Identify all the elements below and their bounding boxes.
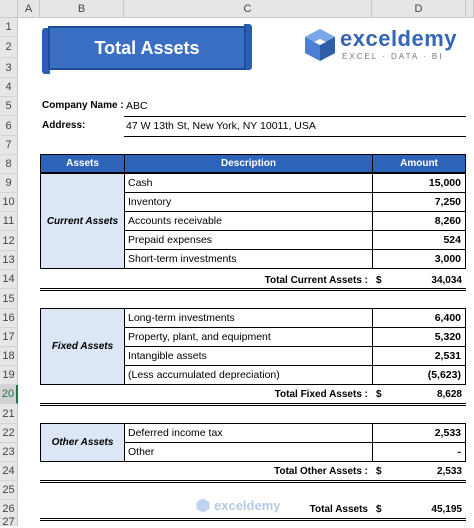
exceldemy-logo: exceldemy EXCEL · DATA · BI [304, 26, 464, 66]
item-amount[interactable]: 3,000 [372, 249, 466, 269]
title-banner: Total Assets [42, 24, 252, 74]
company-name-label: Company Name : [42, 100, 124, 111]
total-other-currency: $ [376, 465, 382, 477]
item-description[interactable]: Prepaid expenses [124, 230, 373, 250]
row-header[interactable]: 26 [0, 500, 18, 519]
row-header[interactable]: 25 [0, 481, 18, 500]
logo-tagline: EXCEL · DATA · BI [342, 52, 444, 61]
row-header[interactable]: 2 [0, 37, 18, 58]
column-header-b[interactable]: B [40, 0, 124, 18]
logo-cube-icon [305, 29, 335, 61]
row-header[interactable]: 16 [0, 309, 18, 328]
row-header[interactable]: 5 [0, 97, 18, 116]
row-header[interactable]: 13 [0, 251, 18, 270]
row-header[interactable]: 24 [0, 462, 18, 481]
total-fixed-currency: $ [376, 388, 382, 400]
address-value[interactable]: 47 W 13th St, New York, NY 10011, USA [126, 120, 316, 132]
column-header-c[interactable]: C [124, 0, 372, 18]
grand-total-label: Total Assets [309, 503, 368, 515]
row-header[interactable]: 10 [0, 193, 18, 212]
item-description[interactable]: Property, plant, and equipment [124, 327, 373, 347]
row-header[interactable]: 20 [0, 385, 18, 404]
row-header[interactable]: 6 [0, 116, 18, 136]
item-amount[interactable]: 15,000 [372, 173, 466, 193]
header-description: Description [124, 154, 373, 173]
row-header[interactable]: 9 [0, 174, 18, 193]
header-assets: Assets [40, 154, 125, 173]
item-description[interactable]: Inventory [124, 192, 373, 212]
item-description[interactable]: Deferred income tax [124, 423, 373, 443]
row-header[interactable]: 27 [0, 517, 18, 528]
column-header-e[interactable] [466, 0, 474, 18]
double-rule [40, 403, 466, 406]
row-header[interactable]: 18 [0, 347, 18, 366]
item-amount[interactable]: 7,250 [372, 192, 466, 212]
item-description[interactable]: Cash [124, 173, 373, 193]
item-description[interactable]: (Less accumulated depreciation) [124, 365, 373, 385]
item-description[interactable]: Other [124, 442, 373, 462]
total-fixed-label: Total Fixed Assets : [274, 388, 368, 400]
item-amount[interactable]: 524 [372, 230, 466, 250]
row-header[interactable]: 23 [0, 443, 18, 462]
total-other-label: Total Other Assets : [274, 465, 368, 477]
row-header[interactable]: 8 [0, 155, 18, 174]
item-amount[interactable]: 2,533 [372, 423, 466, 443]
company-name-value[interactable]: ABC [126, 100, 148, 112]
logo-name: exceldemy [340, 26, 458, 51]
grand-total-value[interactable]: 45,195 [431, 503, 462, 515]
category-current-assets: Current Assets [40, 173, 125, 269]
category-fixed-assets: Fixed Assets [40, 308, 125, 385]
select-all-corner[interactable] [0, 0, 18, 18]
item-amount[interactable]: 8,260 [372, 211, 466, 231]
total-current-value[interactable]: 34,034 [431, 274, 462, 286]
watermark-cube-icon [196, 498, 210, 513]
grand-total-currency: $ [376, 503, 382, 515]
total-current-currency: $ [376, 274, 382, 286]
row-header[interactable]: 14 [0, 270, 18, 289]
item-description[interactable]: Accounts receivable [124, 211, 373, 231]
total-fixed-value[interactable]: 8,628 [436, 388, 462, 400]
double-rule [40, 480, 466, 483]
item-amount[interactable]: 2,531 [372, 346, 466, 366]
item-amount[interactable]: 5,320 [372, 327, 466, 347]
row-header[interactable]: 3 [0, 58, 18, 78]
row-header[interactable]: 19 [0, 366, 18, 385]
column-header-d[interactable]: D [372, 0, 466, 18]
watermark-logo: exceldemy [196, 498, 281, 513]
address-label: Address: [42, 120, 86, 131]
row-header[interactable]: 1 [0, 18, 18, 37]
item-description[interactable]: Short-term investments [124, 249, 373, 269]
item-amount[interactable]: 6,400 [372, 308, 466, 328]
double-rule [40, 288, 466, 291]
item-amount[interactable]: (5,623) [372, 365, 466, 385]
row-header[interactable]: 7 [0, 136, 18, 155]
double-rule [40, 518, 466, 521]
row-header[interactable]: 11 [0, 212, 18, 231]
category-other-assets: Other Assets [40, 423, 125, 462]
row-header[interactable]: 21 [0, 404, 18, 424]
address-underline [124, 136, 466, 137]
header-amount: Amount [372, 154, 466, 173]
watermark-text: exceldemy [214, 498, 281, 513]
row-header[interactable]: 12 [0, 231, 18, 251]
row-header[interactable]: 17 [0, 328, 18, 347]
company-name-underline [124, 116, 466, 117]
total-current-label: Total Current Assets : [264, 274, 368, 286]
row-header[interactable]: 4 [0, 78, 18, 97]
row-header[interactable]: 22 [0, 424, 18, 443]
item-amount[interactable]: - [372, 442, 466, 462]
item-description[interactable]: Long-term investments [124, 308, 373, 328]
row-header[interactable]: 15 [0, 289, 18, 309]
banner-title: Total Assets [48, 26, 246, 70]
item-description[interactable]: Intangible assets [124, 346, 373, 366]
total-other-value[interactable]: 2,533 [436, 465, 462, 477]
column-header-a[interactable]: A [18, 0, 40, 18]
